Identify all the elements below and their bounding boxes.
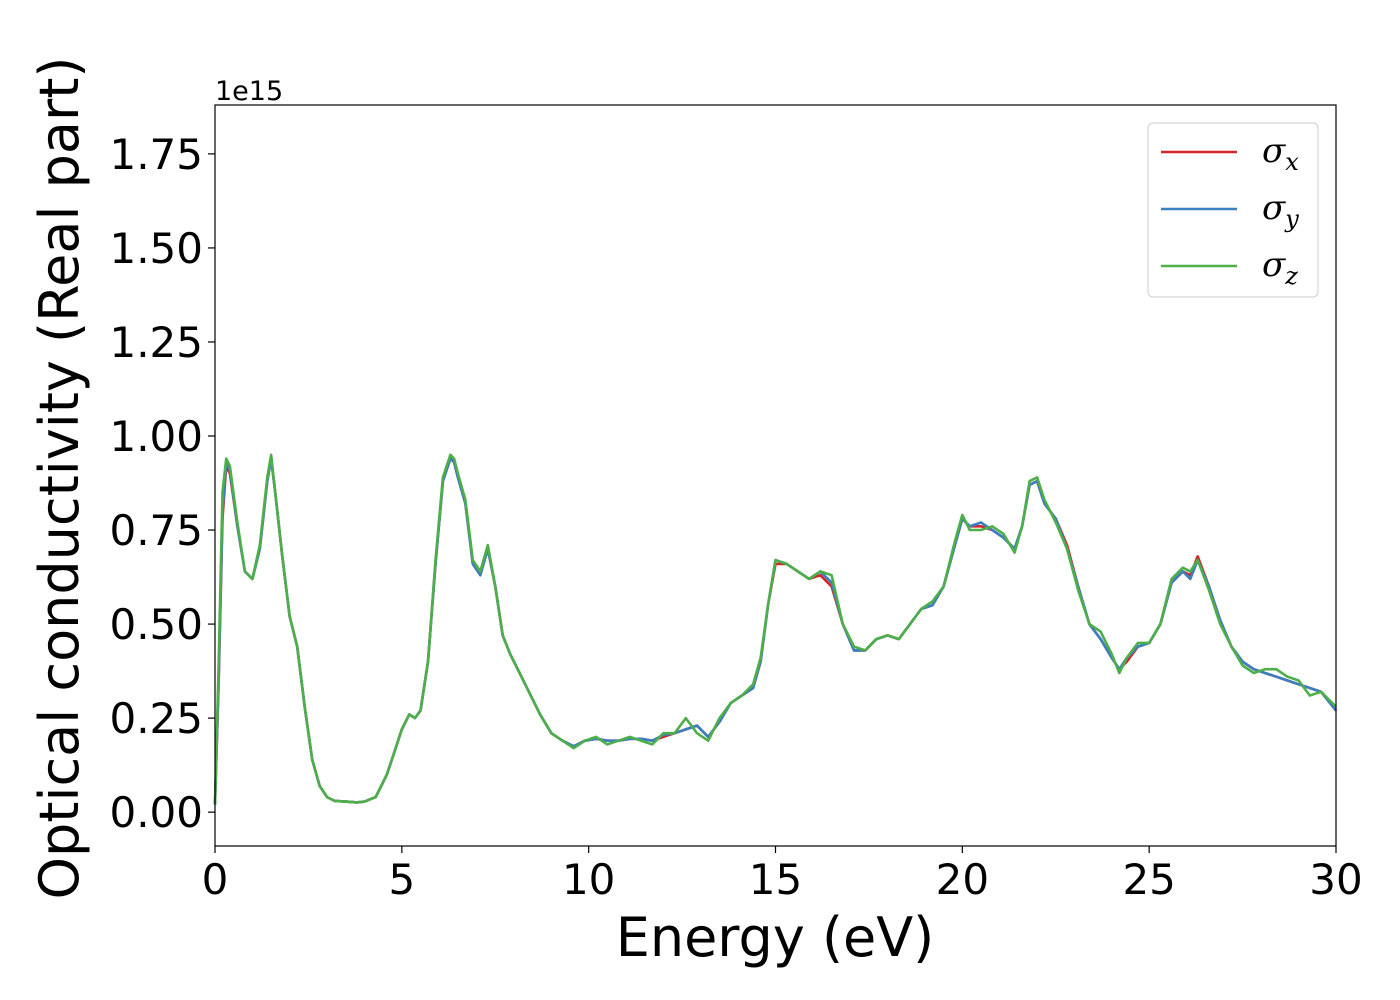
x-tick-label: 20	[936, 855, 989, 904]
x-axis-title: Energy (eV)	[616, 906, 935, 969]
x-tick-label: 5	[388, 855, 415, 904]
x-tick-label: 30	[1309, 855, 1362, 904]
y-axis: 0.00 0.25 0.50 0.75 1.00 1.25 1.50 1.75	[109, 130, 215, 837]
y-tick-label: 0.50	[109, 600, 203, 649]
y-tick-label: 0.75	[109, 506, 203, 555]
legend-label-x: σx	[1262, 131, 1299, 176]
x-axis: 0 5 10 15 20 25 30	[202, 846, 1363, 904]
series-line-y	[213, 457, 1338, 805]
y-tick-label: 0.25	[109, 694, 203, 743]
series-lines	[213, 453, 1338, 805]
x-tick-label: 10	[562, 855, 615, 904]
x-tick-label: 15	[749, 855, 802, 904]
y-tick-label: 1.75	[109, 130, 203, 179]
series-line-x	[213, 457, 1338, 805]
y-tick-label: 1.25	[109, 318, 203, 367]
x-tick-label: 25	[1122, 855, 1175, 904]
y-offset-label: 1e15	[215, 76, 283, 107]
y-tick-label: 1.50	[109, 224, 203, 273]
series-line-z	[213, 453, 1337, 805]
legend-label-y: σy	[1262, 188, 1299, 233]
y-axis-title: Optical conductivity (Real part)	[28, 57, 91, 900]
x-tick-label: 0	[202, 855, 229, 904]
y-tick-label: 0.00	[109, 788, 203, 837]
y-tick-label: 1.00	[109, 412, 203, 461]
